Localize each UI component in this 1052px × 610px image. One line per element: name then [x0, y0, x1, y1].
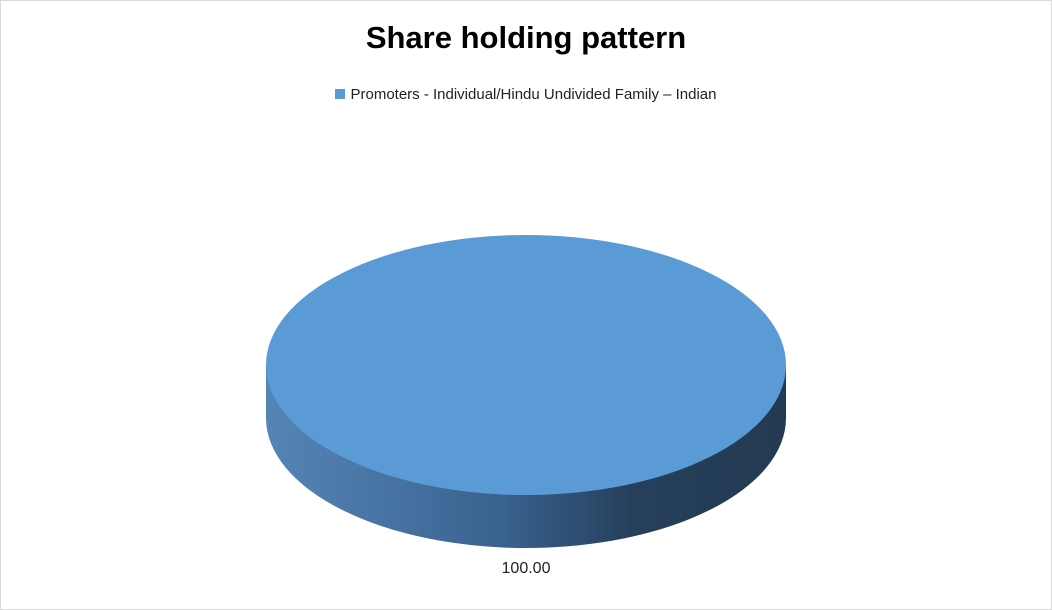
pie-slice: [266, 235, 786, 495]
chart-title: Share holding pattern: [365, 20, 687, 55]
legend: Promoters - Individual/Hindu Undivided F…: [0, 86, 1052, 103]
data-label: 100.00: [501, 560, 551, 577]
legend-swatch: [335, 89, 346, 99]
legend-entry: Promoters - Individual/Hindu Undivided F…: [350, 86, 717, 103]
